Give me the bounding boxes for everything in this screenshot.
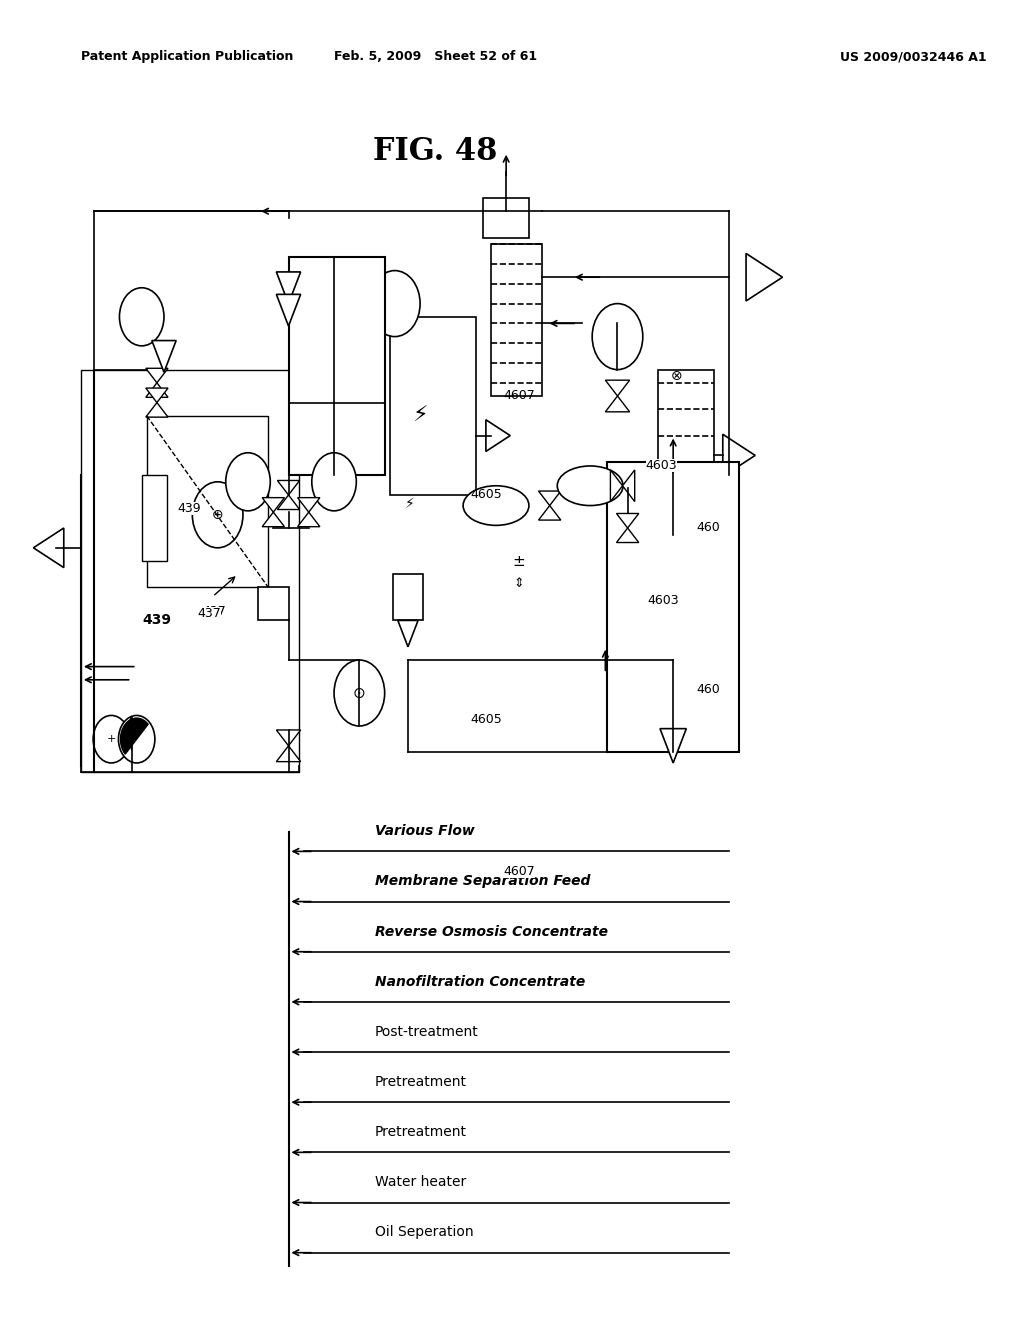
Text: 460: 460 [696, 521, 720, 535]
Text: ⚡: ⚡ [406, 498, 415, 511]
Text: 4605: 4605 [471, 488, 503, 502]
Text: 4603: 4603 [646, 459, 678, 473]
Polygon shape [623, 470, 635, 502]
Ellipse shape [557, 466, 623, 506]
Polygon shape [145, 403, 168, 417]
Bar [258, 587, 289, 620]
Text: Membrane Separation Feed: Membrane Separation Feed [375, 874, 590, 888]
Polygon shape [486, 420, 510, 451]
Text: ⇕: ⇕ [513, 577, 523, 590]
Circle shape [225, 453, 270, 511]
Circle shape [93, 715, 130, 763]
Polygon shape [298, 498, 319, 512]
Polygon shape [262, 512, 285, 527]
Text: 4605: 4605 [471, 713, 503, 726]
Text: ⚡: ⚡ [413, 405, 428, 426]
Polygon shape [539, 491, 561, 506]
Polygon shape [660, 729, 686, 763]
Text: Water heater: Water heater [375, 1175, 466, 1189]
Text: +: + [106, 734, 116, 744]
Circle shape [120, 288, 164, 346]
Bar [81, 370, 299, 772]
Polygon shape [616, 528, 639, 543]
Polygon shape [398, 620, 418, 647]
Polygon shape [298, 512, 319, 527]
Bar [390, 317, 476, 495]
Text: FIG. 48: FIG. 48 [373, 136, 498, 168]
Bar [483, 198, 529, 238]
Polygon shape [145, 368, 168, 383]
Polygon shape [616, 513, 639, 528]
Text: ±: ± [512, 553, 524, 569]
Text: 439: 439 [142, 614, 171, 627]
Polygon shape [278, 480, 300, 495]
Circle shape [334, 660, 385, 726]
Text: 4607: 4607 [503, 389, 535, 403]
Text: Oil Seperation: Oil Seperation [375, 1225, 473, 1239]
Polygon shape [539, 506, 561, 520]
Text: 460: 460 [696, 682, 720, 696]
Polygon shape [276, 746, 301, 762]
Text: 439: 439 [177, 502, 201, 515]
Text: ⊙: ⊙ [353, 685, 366, 701]
Text: Nanofiltration Concentrate: Nanofiltration Concentrate [375, 974, 585, 989]
Polygon shape [262, 498, 285, 512]
Text: 4607: 4607 [503, 865, 535, 878]
Polygon shape [145, 383, 168, 397]
Text: ⊗: ⊗ [671, 370, 682, 383]
Text: 4603: 4603 [648, 594, 680, 607]
Bar [658, 370, 714, 528]
Bar [141, 475, 167, 561]
Circle shape [193, 482, 243, 548]
Bar [490, 244, 542, 396]
Polygon shape [278, 495, 300, 510]
Polygon shape [276, 272, 301, 304]
Text: Various Flow: Various Flow [375, 824, 474, 838]
Circle shape [311, 453, 356, 511]
Polygon shape [152, 341, 176, 372]
Text: 437: 437 [203, 605, 226, 618]
Text: US 2009/0032446 A1: US 2009/0032446 A1 [841, 50, 987, 63]
Polygon shape [610, 470, 623, 502]
Wedge shape [121, 718, 148, 754]
Circle shape [592, 304, 643, 370]
Bar [393, 574, 423, 620]
Text: Pretreatment: Pretreatment [375, 1074, 467, 1089]
Text: Post-treatment: Post-treatment [375, 1024, 478, 1039]
Bar [289, 257, 385, 475]
Text: Reverse Osmosis Concentrate: Reverse Osmosis Concentrate [375, 924, 607, 939]
Text: 437: 437 [198, 607, 221, 620]
Bar [607, 462, 739, 752]
Polygon shape [605, 380, 630, 396]
Bar [146, 416, 268, 587]
Polygon shape [605, 396, 630, 412]
Polygon shape [34, 528, 63, 568]
Text: Patent Application Publication: Patent Application Publication [81, 50, 293, 63]
Bar [81, 475, 273, 766]
Polygon shape [276, 294, 301, 326]
Polygon shape [276, 730, 301, 746]
Ellipse shape [463, 486, 529, 525]
Text: ⊕: ⊕ [212, 508, 223, 521]
Polygon shape [746, 253, 782, 301]
Polygon shape [145, 388, 168, 403]
Polygon shape [723, 434, 755, 477]
Circle shape [119, 715, 155, 763]
Text: Feb. 5, 2009   Sheet 52 of 61: Feb. 5, 2009 Sheet 52 of 61 [334, 50, 537, 63]
Text: Pretreatment: Pretreatment [375, 1125, 467, 1139]
Circle shape [370, 271, 420, 337]
